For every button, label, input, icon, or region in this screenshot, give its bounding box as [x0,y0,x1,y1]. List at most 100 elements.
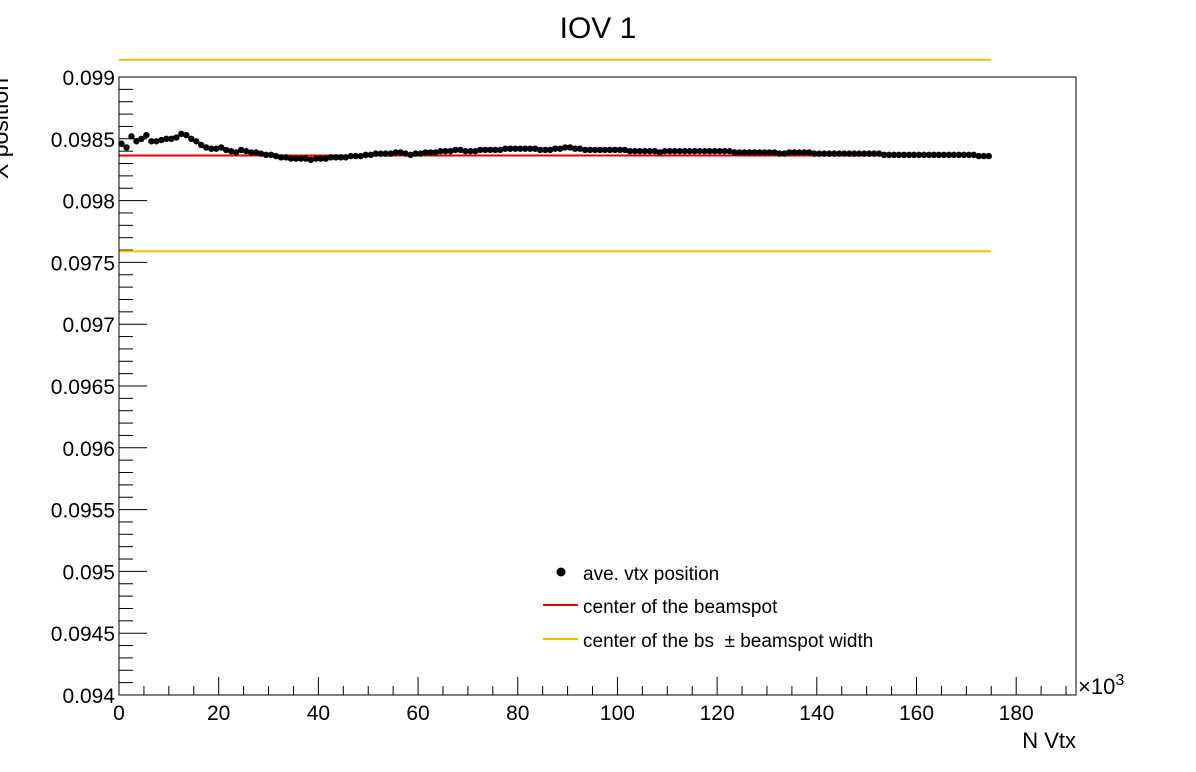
data-point [606,146,614,154]
data-point [472,147,479,155]
data-point [556,145,564,152]
legend-label-center: center of the beamspot [583,597,778,618]
data-point [158,136,165,144]
data-point [357,152,364,160]
data-point [681,147,688,155]
data-point [816,150,823,157]
data-point [203,144,210,151]
data-point [252,149,260,156]
data-point [188,135,195,142]
data-point [257,150,265,157]
data-point [776,150,783,157]
data-point [766,149,773,156]
x-tick-label: 80 [506,702,529,725]
data-point [522,145,529,152]
data-point [536,146,544,154]
data-point [985,152,992,160]
data-point [128,133,135,140]
data-point [591,146,599,154]
data-point [148,138,155,145]
data-point [806,149,813,156]
data-point [701,147,708,155]
data-point [811,150,818,157]
data-point [173,134,180,141]
data-point [616,146,624,154]
data-point [671,147,678,155]
data-point [751,149,758,156]
data-point [696,147,703,155]
axis-ticks: 0 20 40 60 80 100 120 140 160 180 0.094 0.0945 0.095… [51,67,1067,725]
data-point [193,138,200,145]
data-point [561,144,569,151]
legend-label-points: ave. vtx position [583,564,719,585]
data-point [452,146,459,154]
data-point [227,147,235,155]
data-point [527,145,534,152]
x-tick-label: 100 [600,702,635,725]
data-point [970,151,978,159]
data-point [462,147,469,155]
data-point [666,147,673,155]
data-point [716,147,723,155]
data-point [875,150,883,157]
data-point [895,151,903,159]
x-multiplier-exponent: 3 [1115,672,1124,689]
data-point [821,150,828,157]
data-point [955,151,963,159]
data-point [307,156,315,164]
y-tick-label: 0.096 [62,438,115,461]
data-point [387,150,394,157]
data-point [531,145,539,152]
data-point [502,145,509,152]
data-point [885,151,893,159]
data-point [965,151,973,159]
data-point [467,147,474,155]
data-point [541,146,549,154]
y-tick-label: 0.0975 [51,252,115,275]
data-point [422,149,429,156]
data-point [332,154,340,161]
data-point [242,147,250,155]
data-point [930,151,938,159]
data-point [945,151,953,159]
data-point [372,150,379,157]
data-point [581,146,589,154]
y-axis-label: X position [0,78,13,179]
data-point [407,151,414,159]
data-point [487,146,494,154]
data-point [661,147,668,155]
data-point [237,146,245,154]
data-point [910,151,918,159]
data-point [656,149,664,156]
x-tick-label: 140 [799,702,834,725]
data-point [960,151,968,159]
data-point [327,154,335,161]
y-tick-label: 0.099 [62,67,115,90]
data-point [272,152,280,160]
data-point [651,147,659,155]
y-tick-label: 0.095 [62,561,115,584]
data-point [417,150,424,157]
data-point [726,147,733,155]
data-point [198,141,205,149]
x-tick-label: 0 [113,702,125,725]
data-point [347,152,354,160]
data-point [601,146,609,154]
data-point [801,149,808,156]
plot-frame [118,76,1077,696]
data-point [641,147,649,155]
x-axis-multiplier: ×103 [1078,672,1124,699]
data-point [836,150,843,157]
data-point [412,150,419,157]
data-point [477,146,484,154]
chart-title: IOV 1 [560,12,637,45]
y-tick-label: 0.098 [62,191,115,214]
y-tick-label: 0.094 [62,685,115,708]
data-point [377,150,384,157]
data-point [850,150,858,157]
data-point [551,145,559,152]
data-point [880,151,888,159]
data-point [277,154,285,161]
data-point [342,154,349,161]
